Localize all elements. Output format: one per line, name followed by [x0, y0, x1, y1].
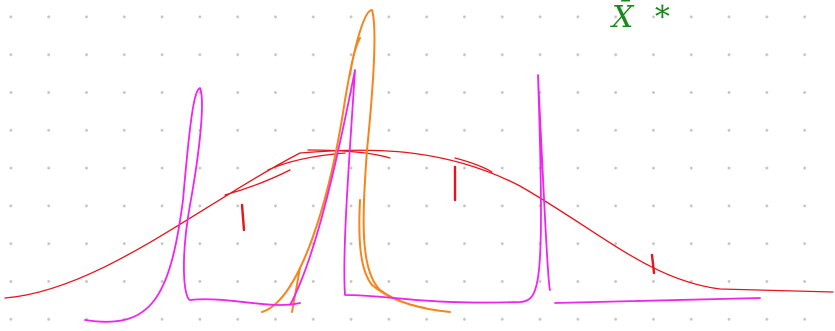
red-stroke: [455, 158, 492, 172]
annotation: X̄ *: [612, 0, 676, 35]
red-tick: [652, 255, 654, 273]
red-bell-curve: [5, 150, 833, 298]
whiteboard: X̄ *: [0, 0, 835, 331]
orange-stroke: [359, 200, 425, 308]
magenta-spike: [85, 88, 300, 322]
orange-peak: [262, 10, 450, 312]
sketch: [0, 0, 835, 331]
magenta-baseline: [555, 298, 760, 303]
magenta-spike: [290, 70, 550, 305]
red-tick: [242, 205, 244, 230]
